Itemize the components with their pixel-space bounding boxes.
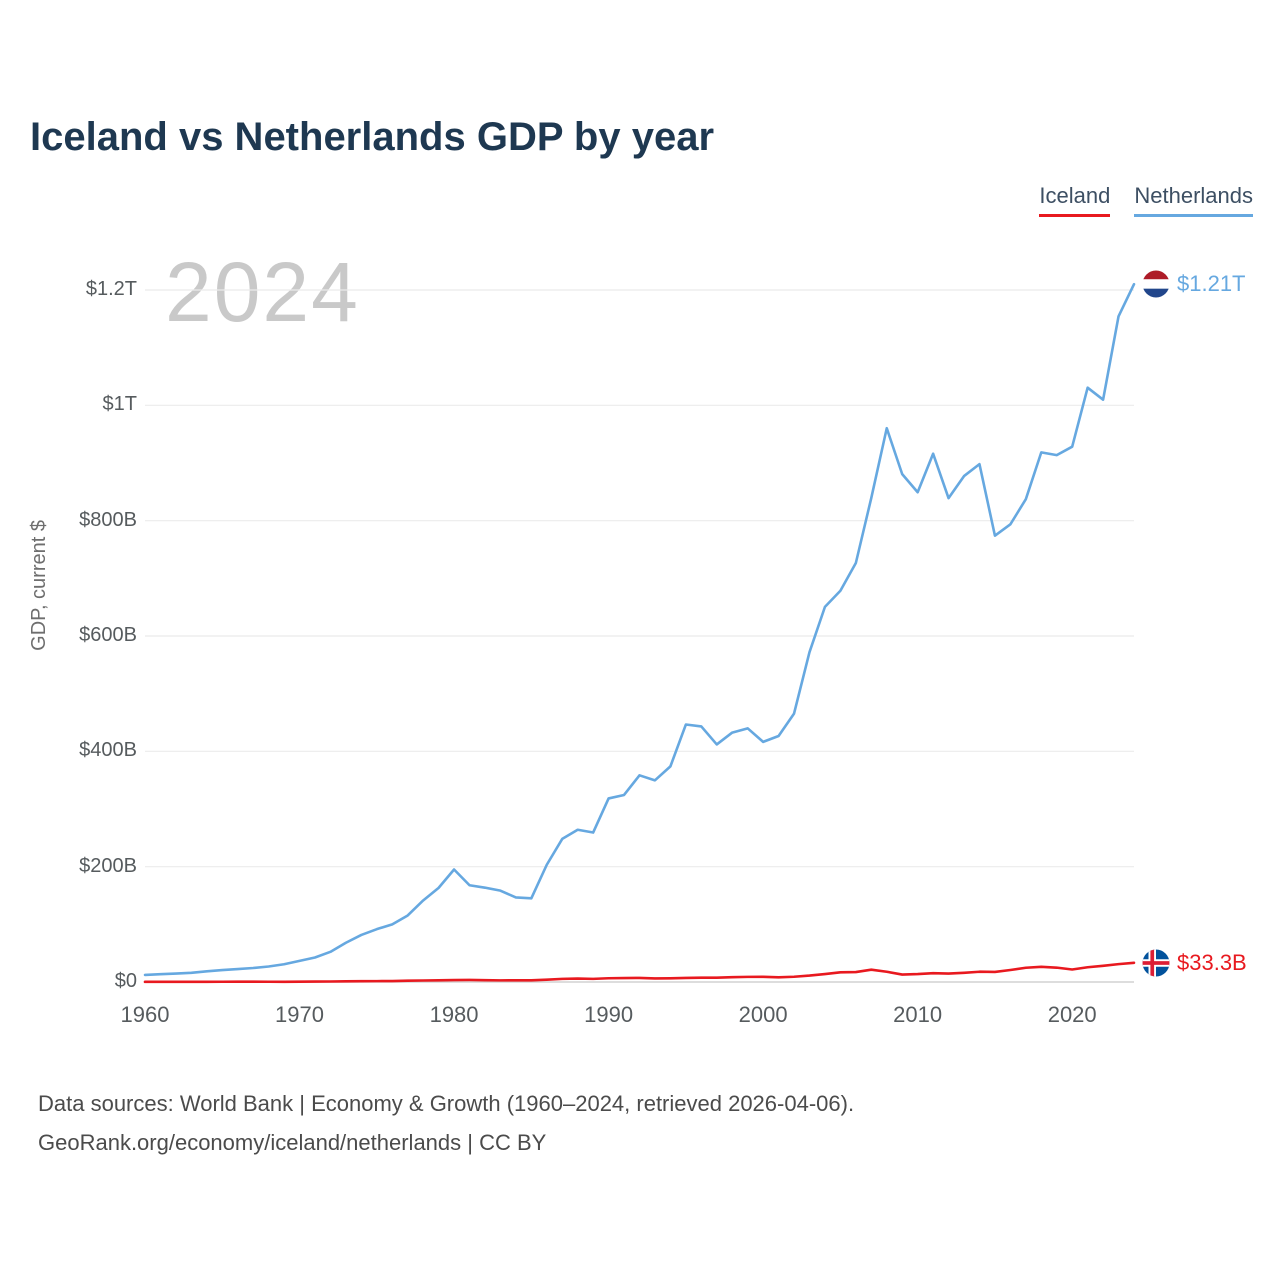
footer: Data sources: World Bank | Economy & Gro… xyxy=(38,1085,854,1162)
x-tick-label: 1970 xyxy=(275,1002,324,1027)
y-tick-label: $1.2T xyxy=(85,278,137,300)
y-tick-label: $400B xyxy=(79,739,137,762)
iceland-end-value: $33.3B xyxy=(1177,949,1247,975)
legend-label-netherlands: Netherlands xyxy=(1134,183,1253,217)
iceland-flag-icon xyxy=(1142,949,1170,977)
x-tick-label: 2020 xyxy=(1047,1002,1097,1027)
y-tick-label: $200B xyxy=(79,854,137,877)
iceland-end-label: $33.3B xyxy=(1142,949,1247,977)
netherlands-end-label: $1.21T xyxy=(1142,270,1246,298)
legend-item-netherlands[interactable]: Netherlands xyxy=(1134,183,1253,217)
y-tick-label: $600B xyxy=(79,624,137,646)
x-tick-label: 1960 xyxy=(120,1002,170,1027)
netherlands-flag-icon xyxy=(1142,270,1170,298)
footer-attribution-line: GeoRank.org/economy/iceland/netherlands … xyxy=(38,1129,547,1155)
netherlands-line xyxy=(143,282,1136,977)
x-tick-label: 2010 xyxy=(893,1002,943,1027)
y-tick-label: $1T xyxy=(102,393,137,416)
footer-source-line: Data sources: World Bank | Economy & Gro… xyxy=(38,1091,855,1116)
legend-label-iceland: Iceland xyxy=(1039,183,1111,217)
y-tick-label: $800B xyxy=(79,508,137,531)
page-title: Iceland vs Netherlands GDP by year xyxy=(30,115,715,159)
legend: Iceland Netherlands xyxy=(1039,183,1253,217)
y-tick-label: $0 xyxy=(114,970,137,992)
x-tick-label: 1990 xyxy=(584,1002,634,1027)
year-watermark: 2024 xyxy=(165,245,360,339)
x-tick-label: 1980 xyxy=(429,1002,479,1027)
gridlines xyxy=(145,289,1134,983)
netherlands-end-value: $1.21T xyxy=(1177,271,1246,297)
x-tick-label: 2000 xyxy=(738,1002,788,1027)
iceland-line xyxy=(143,961,1136,984)
legend-item-iceland[interactable]: Iceland xyxy=(1039,183,1111,217)
